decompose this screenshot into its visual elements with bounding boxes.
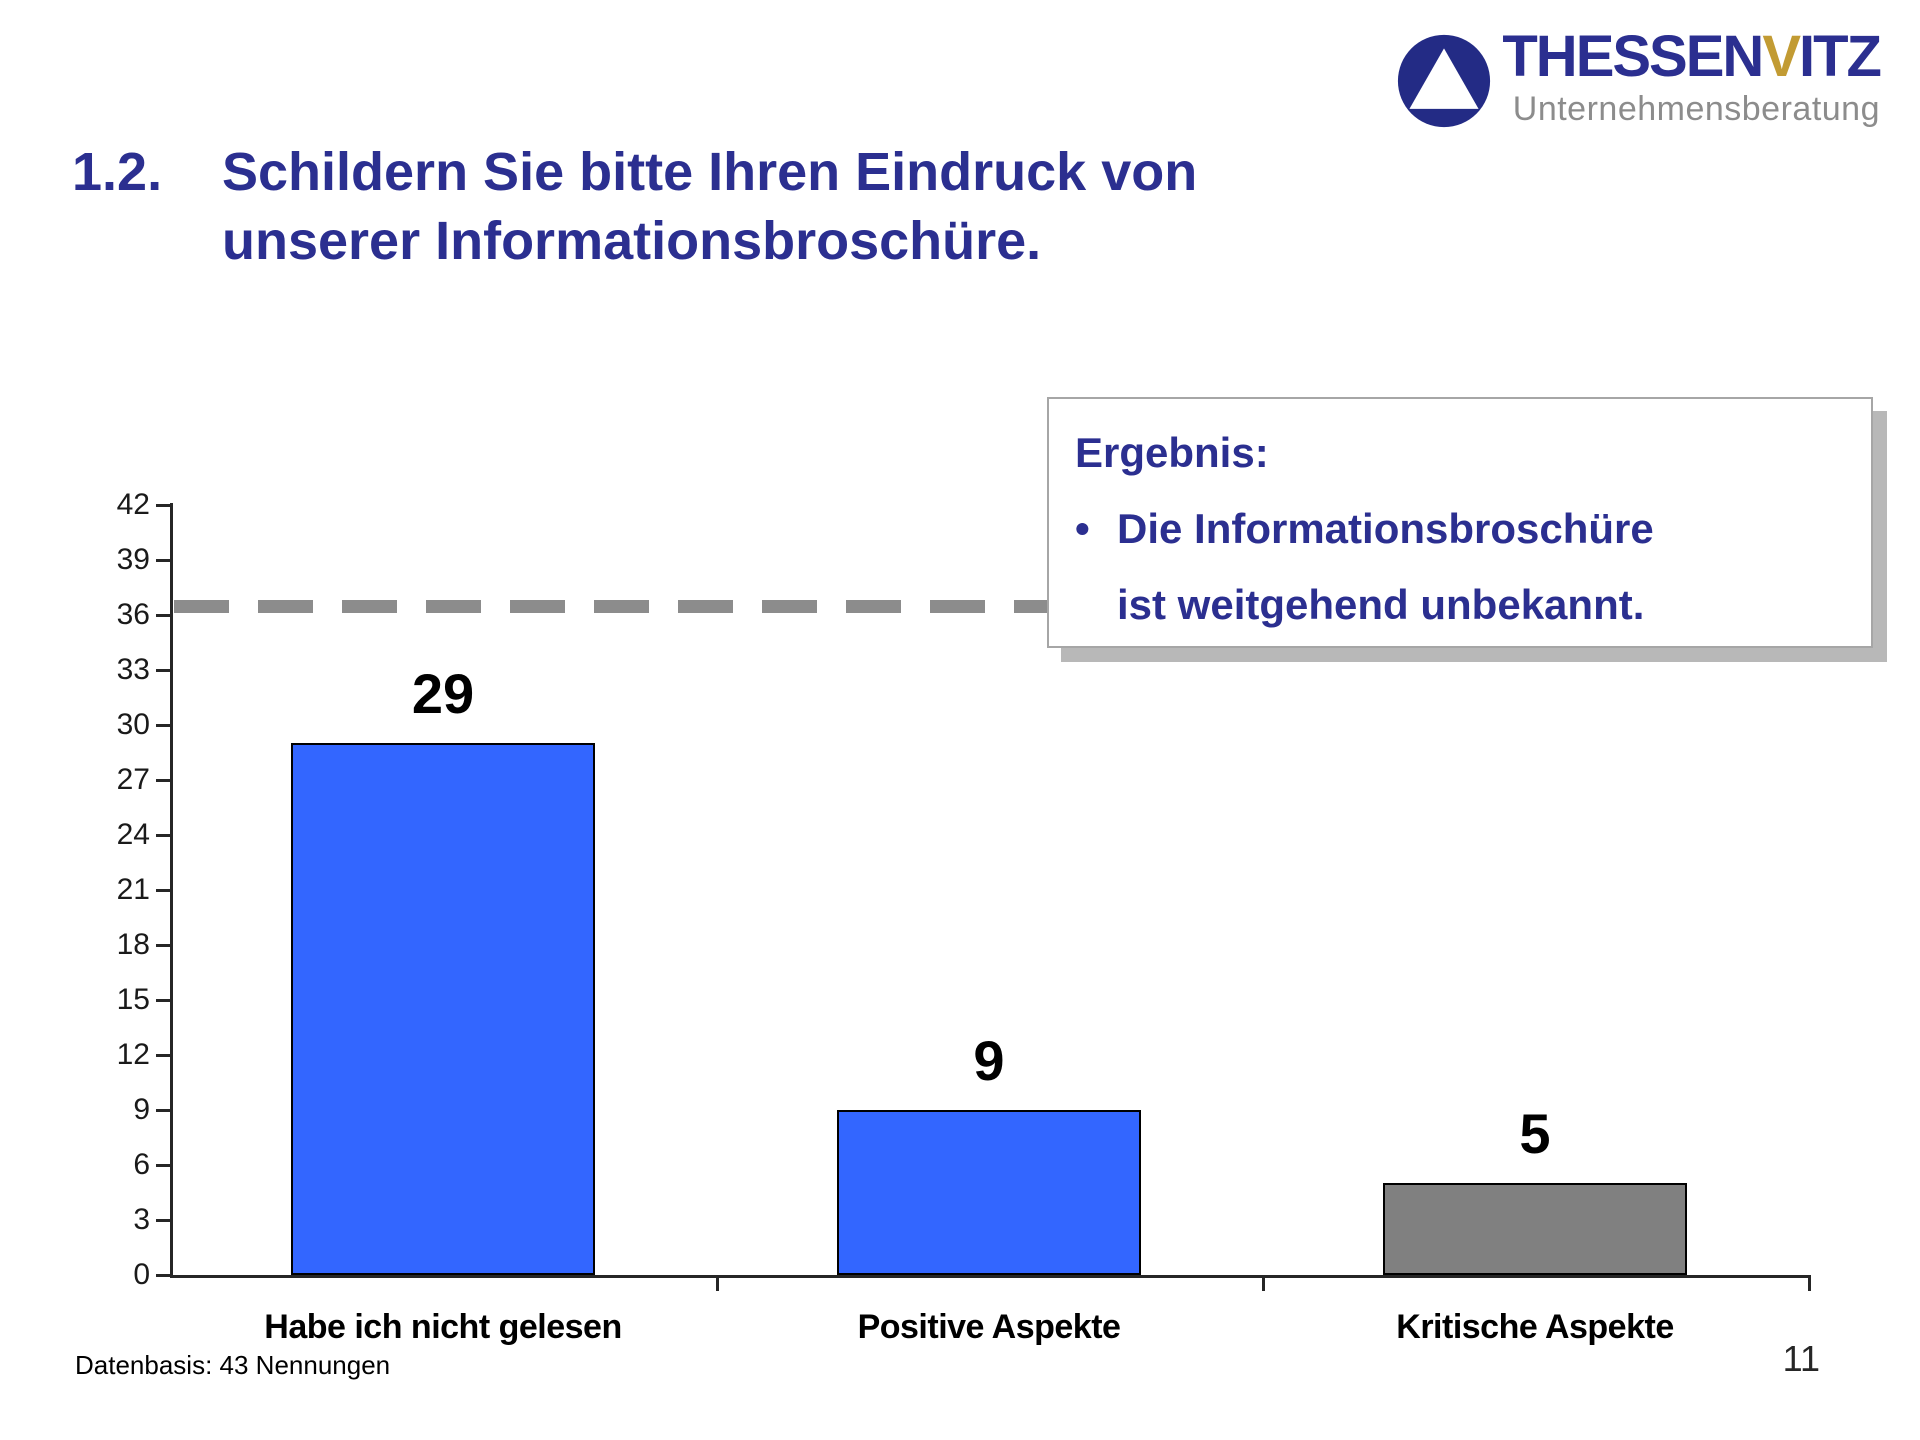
- logo-name-part1: THESSEN: [1502, 24, 1764, 89]
- y-tick: [156, 779, 170, 782]
- y-tick-label: 15: [116, 983, 150, 1016]
- x-category-tick: [1808, 1275, 1811, 1291]
- slide-title-line1: Schildern Sie bitte Ihren Eindruck von: [222, 142, 1198, 202]
- logo-text-block: THESSENVITZ Unternehmensberatung: [1502, 28, 1882, 129]
- datasource-note: Datenbasis: 43 Nennungen: [75, 1350, 391, 1380]
- x-axis: [170, 1275, 1811, 1278]
- category-axis-label: Habe ich nicht gelesen: [264, 1308, 622, 1346]
- logo-subtitle: Unternehmensberatung: [1512, 90, 1880, 128]
- y-tick-label: 3: [133, 1203, 150, 1236]
- bar: [837, 1110, 1141, 1275]
- y-axis: [170, 503, 173, 1278]
- reference-dashed-line: [174, 599, 1047, 613]
- ergebnis-annotation-box: Ergebnis: • Die Informationsbroschüre ist…: [1047, 397, 1873, 648]
- y-tick-label: 42: [116, 488, 150, 521]
- logo-company-name: THESSENVITZ: [1502, 28, 1882, 86]
- annotation-heading: Ergebnis:: [1075, 429, 1269, 476]
- slide-title: 1.2. Schildern Sie bitte Ihren Eindruck …: [72, 138, 1197, 276]
- y-tick-label: 18: [116, 928, 150, 961]
- annotation-bullet-line: • Die Informationsbroschüre: [1075, 491, 1871, 567]
- slide-title-text: Schildern Sie bitte Ihren Eindruck von u…: [222, 138, 1197, 276]
- y-tick-label: 21: [116, 873, 150, 906]
- y-tick: [156, 614, 170, 617]
- y-tick: [156, 944, 170, 947]
- category-axis-label: Kritische Aspekte: [1396, 1308, 1674, 1346]
- bar: [291, 743, 595, 1275]
- logo-name-part2: ITZ: [1799, 24, 1882, 89]
- triangle-circle-icon: [1396, 33, 1492, 129]
- bullet-icon: •: [1075, 505, 1090, 552]
- y-tick: [156, 1164, 170, 1167]
- category-axis-label: Positive Aspekte: [857, 1308, 1121, 1346]
- x-category-tick: [1262, 1275, 1265, 1291]
- company-logo: THESSENVITZ Unternehmensberatung: [1396, 28, 1882, 129]
- y-tick: [156, 504, 170, 507]
- annotation-line1: Die Informationsbroschüre: [1117, 505, 1654, 552]
- logo-name-accent: V: [1762, 24, 1801, 89]
- y-tick-label: 0: [133, 1258, 150, 1291]
- y-tick-label: 36: [116, 598, 150, 631]
- y-tick: [156, 559, 170, 562]
- bar: [1383, 1183, 1687, 1275]
- bar-value-label: 9: [973, 1029, 1005, 1092]
- page-number: 11: [1782, 1338, 1820, 1379]
- y-tick: [156, 724, 170, 727]
- y-tick: [156, 1109, 170, 1112]
- y-tick: [156, 669, 170, 672]
- bar-value-label: 29: [411, 662, 475, 726]
- y-tick: [156, 1274, 170, 1277]
- y-tick: [156, 1054, 170, 1057]
- y-tick-label: 33: [116, 653, 150, 686]
- y-tick-label: 27: [116, 763, 150, 796]
- x-category-tick: [716, 1275, 719, 1291]
- y-tick-label: 24: [116, 818, 150, 851]
- y-tick-label: 12: [116, 1038, 150, 1071]
- y-tick-label: 30: [116, 708, 150, 741]
- y-tick: [156, 889, 170, 892]
- y-tick: [156, 999, 170, 1002]
- y-tick: [156, 1219, 170, 1222]
- slide-title-number: 1.2.: [72, 142, 163, 202]
- y-tick-label: 6: [133, 1148, 150, 1181]
- y-tick: [156, 834, 170, 837]
- y-tick-label: 9: [133, 1093, 150, 1126]
- slide-title-line2: unserer Informationsbroschüre.: [222, 211, 1042, 272]
- y-tick-label: 39: [116, 543, 150, 576]
- annotation-line2: ist weitgehend unbekannt.: [1117, 581, 1645, 628]
- bar-value-label: 5: [1519, 1102, 1551, 1166]
